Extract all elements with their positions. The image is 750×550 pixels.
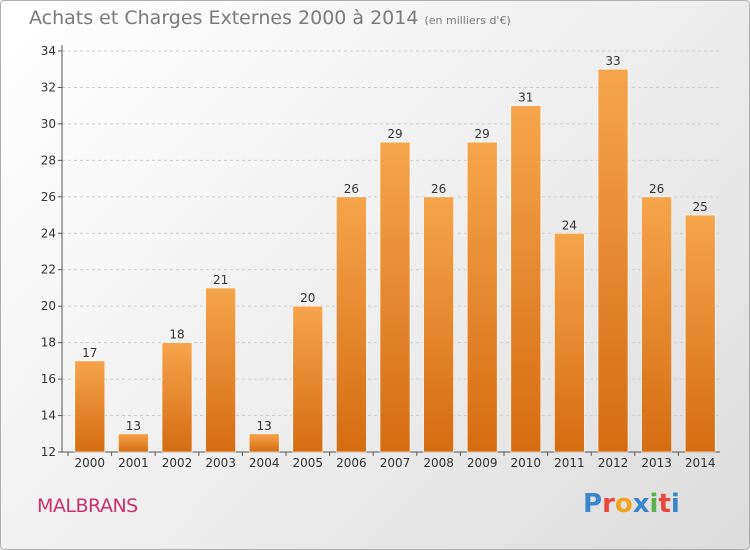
bar bbox=[336, 196, 367, 453]
x-tick-label: 2012 bbox=[598, 456, 629, 470]
logo-letter: P bbox=[583, 489, 603, 519]
data-label: 31 bbox=[518, 91, 533, 105]
y-tick-label: 20 bbox=[41, 299, 56, 313]
bar bbox=[248, 433, 280, 453]
x-tick-label: 2003 bbox=[205, 456, 236, 470]
bar bbox=[641, 196, 672, 453]
x-tick-label: 2002 bbox=[162, 456, 193, 470]
data-label: 33 bbox=[605, 54, 620, 68]
y-tick-label: 34 bbox=[41, 44, 56, 58]
logo-letter: x bbox=[632, 489, 650, 519]
x-tick-label: 2013 bbox=[641, 456, 672, 470]
bar bbox=[510, 105, 542, 453]
bar bbox=[423, 196, 454, 453]
chart-title: Achats et Charges Externes 2000 à 2014 (e… bbox=[29, 7, 511, 29]
x-tick-label: 2006 bbox=[336, 456, 367, 470]
chart-title-text: Achats et Charges Externes 2000 à 2014 bbox=[29, 7, 419, 29]
logo-letter: o bbox=[614, 489, 633, 519]
y-tick-label: 12 bbox=[41, 445, 56, 459]
y-tick-label: 30 bbox=[41, 117, 56, 131]
data-label: 24 bbox=[562, 218, 577, 232]
x-tick-label: 2011 bbox=[554, 456, 585, 470]
x-tick-label: 2009 bbox=[467, 456, 498, 470]
x-tick-label: 2007 bbox=[380, 456, 411, 470]
data-label: 26 bbox=[344, 182, 359, 196]
proxiti-logo: Proxiti bbox=[583, 489, 680, 519]
data-label: 18 bbox=[169, 328, 184, 342]
x-tick-label: 2010 bbox=[511, 456, 542, 470]
y-tick-label: 14 bbox=[41, 409, 56, 423]
bar bbox=[554, 232, 585, 453]
y-tick-label: 22 bbox=[41, 263, 56, 277]
y-tick-label: 32 bbox=[41, 80, 56, 94]
y-tick-label: 18 bbox=[41, 336, 56, 350]
bar bbox=[292, 305, 324, 453]
bar bbox=[161, 342, 193, 453]
y-tick-label: 16 bbox=[41, 372, 56, 386]
x-tick-label: 2005 bbox=[293, 456, 324, 470]
x-tick-label: 2001 bbox=[118, 456, 149, 470]
bar bbox=[466, 141, 498, 453]
bar bbox=[118, 433, 149, 453]
data-label: 17 bbox=[82, 346, 97, 360]
x-tick-label: 2000 bbox=[75, 456, 106, 470]
logo-letter: i bbox=[649, 489, 659, 519]
logo-letter: i bbox=[670, 489, 680, 519]
data-label: 20 bbox=[300, 291, 315, 305]
y-tick-label: 26 bbox=[41, 190, 56, 204]
data-label: 25 bbox=[693, 200, 708, 214]
bar bbox=[205, 287, 236, 453]
chart-unit: (en milliers d'€) bbox=[424, 14, 511, 27]
data-label: 29 bbox=[387, 127, 402, 141]
bar bbox=[74, 360, 106, 453]
x-tick-label: 2008 bbox=[423, 456, 454, 470]
x-tick-label: 2014 bbox=[685, 456, 716, 470]
data-label: 26 bbox=[649, 182, 664, 196]
data-label: 26 bbox=[431, 182, 446, 196]
commune-name: MALBRANS bbox=[37, 495, 138, 517]
x-tick-label: 2004 bbox=[249, 456, 280, 470]
bar bbox=[379, 141, 411, 453]
data-label: 21 bbox=[213, 273, 228, 287]
logo-letter: r bbox=[602, 489, 615, 519]
bar bbox=[597, 68, 629, 453]
data-label: 13 bbox=[257, 419, 272, 433]
data-label: 29 bbox=[475, 127, 490, 141]
y-tick-label: 28 bbox=[41, 153, 56, 167]
logo-letter: t bbox=[658, 489, 671, 519]
y-tick-label: 24 bbox=[41, 226, 56, 240]
bar bbox=[684, 214, 716, 453]
data-label: 13 bbox=[126, 419, 141, 433]
